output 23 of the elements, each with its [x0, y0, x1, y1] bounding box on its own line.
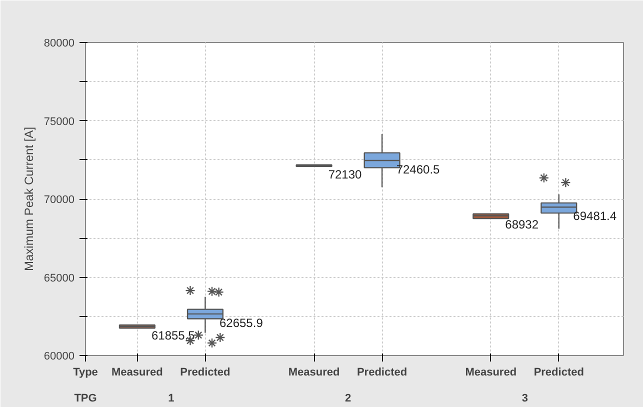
y-tick-label: 80000: [44, 38, 75, 50]
text: Type: [73, 366, 98, 378]
y-tick-label: 70000: [44, 194, 75, 206]
x-tick-label: Predicted: [356, 366, 408, 378]
y-axis-title: Maximum Peak Current [A]: [22, 126, 36, 272]
x-tick-label: Predicted: [180, 366, 230, 378]
x-tick-label: Measured: [112, 366, 163, 378]
y-tick-label: 60000: [44, 350, 75, 362]
annotation: 69481.4: [573, 209, 617, 224]
y-tick-label: 75000: [44, 116, 75, 128]
annotation: 72130: [328, 168, 362, 182]
text: TPG: [74, 392, 97, 404]
annotation: 68932: [505, 218, 539, 232]
x-tick-label: Measured: [288, 366, 340, 378]
x-tick-label: Measured: [465, 366, 517, 378]
text: 2: [344, 392, 352, 404]
annotation: 61855.5: [151, 328, 196, 342]
text: 1: [168, 392, 174, 404]
annotation: 72460.5: [396, 162, 440, 176]
x-tick-label: Predicted: [534, 366, 584, 378]
y-tick-label: 65000: [44, 272, 75, 284]
annotation: 62655.9: [219, 316, 264, 330]
text: 3: [522, 392, 528, 404]
